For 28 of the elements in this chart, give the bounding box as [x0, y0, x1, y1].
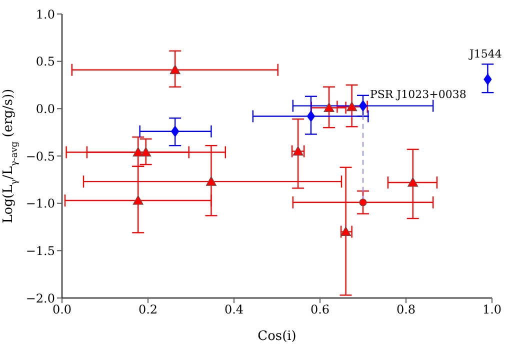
x-axis-title: Cos(i)	[258, 329, 296, 344]
y-tick-label: 0.5	[36, 54, 55, 69]
point	[346, 101, 358, 112]
point	[132, 146, 144, 157]
point	[408, 177, 418, 187]
point	[306, 110, 315, 122]
y-tick-label: −1.5	[26, 244, 55, 258]
y-tick-label: 1.0	[36, 7, 55, 22]
point	[206, 176, 217, 186]
point	[132, 195, 144, 205]
annotation: PSR J1023+0038	[370, 88, 466, 101]
point	[484, 74, 492, 85]
point	[140, 146, 152, 157]
x-tick-label: 0.2	[138, 302, 158, 317]
x-tick-label: 0.4	[224, 302, 244, 317]
x-tick-label: 0.8	[396, 302, 416, 317]
annotation: J1544	[468, 47, 502, 60]
x-tick-label: 1.0	[482, 302, 502, 317]
point	[324, 102, 334, 112]
x-tick-label: 0.0	[52, 302, 72, 317]
y-tick-label: −2.0	[26, 291, 55, 306]
y-tick-label: −1.0	[26, 196, 55, 211]
point	[171, 126, 180, 137]
y-tick-label: 0.0	[36, 102, 55, 116]
point	[170, 64, 180, 74]
x-tick-label: 0.6	[310, 302, 330, 317]
y-tick-label: −0.5	[26, 149, 55, 164]
point	[359, 198, 367, 206]
